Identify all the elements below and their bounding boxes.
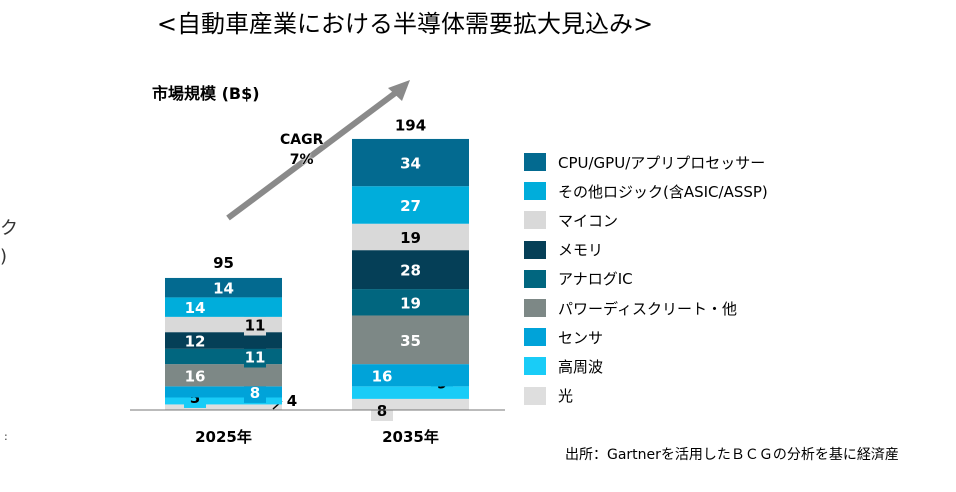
bar-segment bbox=[352, 364, 469, 387]
total-label: 194 bbox=[395, 116, 426, 134]
data-label: 5 bbox=[190, 389, 200, 407]
data-label-box bbox=[244, 382, 266, 403]
y-axis-label: 市場規模 (B$) bbox=[152, 84, 260, 103]
bar-segment bbox=[165, 386, 282, 398]
data-label: 16 bbox=[185, 367, 206, 385]
data-label: 12 bbox=[185, 333, 206, 351]
legend-label: CPU/GPU/アプリプロセッサー bbox=[558, 153, 766, 172]
bar-segment bbox=[352, 398, 469, 410]
bar-segment bbox=[165, 364, 282, 387]
data-label-box bbox=[244, 347, 266, 368]
legend-item: 高周波 bbox=[524, 356, 603, 376]
legend-label: センサ bbox=[558, 328, 604, 347]
legend-swatch bbox=[524, 182, 546, 201]
data-label-box bbox=[371, 401, 393, 421]
data-label: 27 bbox=[400, 197, 421, 215]
legend-label: マイコン bbox=[558, 211, 619, 230]
legend-label: 光 bbox=[558, 387, 574, 406]
legend-label: 高周波 bbox=[558, 357, 604, 376]
data-label: 34 bbox=[400, 155, 421, 173]
legend-swatch bbox=[524, 386, 546, 405]
total-label: 95 bbox=[213, 254, 234, 272]
data-label: 19 bbox=[400, 294, 421, 312]
cagr-value: 7% bbox=[289, 152, 314, 168]
data-label-box bbox=[244, 315, 266, 336]
data-label: 14 bbox=[213, 280, 234, 298]
data-label: 4 bbox=[287, 392, 297, 410]
legend-item: マイコン bbox=[524, 210, 618, 230]
x-tick-label: 2035年 bbox=[382, 428, 439, 446]
legend-label: パワーディスクリート・他 bbox=[558, 299, 737, 318]
legend-swatch bbox=[524, 357, 546, 376]
data-label: 19 bbox=[400, 229, 421, 247]
bar-segment bbox=[165, 332, 282, 349]
cagr-arrow-head-icon bbox=[388, 80, 410, 101]
legend-label: その他ロジック(含ASIC/ASSP) bbox=[558, 182, 768, 201]
legend-swatch bbox=[524, 211, 546, 230]
data-label: 28 bbox=[400, 262, 421, 280]
data-label: 8 bbox=[250, 384, 260, 402]
bar-segment bbox=[165, 404, 282, 410]
legend-swatch bbox=[524, 153, 546, 171]
data-label: 8 bbox=[377, 402, 387, 420]
legend-item: CPU/GPU/アプリプロセッサー bbox=[524, 152, 765, 172]
cut-off-text: ) bbox=[0, 246, 8, 267]
cut-off-text: : bbox=[4, 430, 8, 443]
cagr-label: CAGR bbox=[280, 132, 324, 148]
legend-label: メモリ bbox=[558, 241, 604, 260]
bar-segment bbox=[352, 315, 469, 365]
bar-segment bbox=[165, 397, 282, 405]
data-label: 11 bbox=[245, 348, 266, 366]
data-label: 16 bbox=[372, 367, 393, 385]
legend-item: アナログIC bbox=[524, 269, 633, 289]
legend-item: 光 bbox=[524, 386, 573, 406]
legend-item: パワーディスクリート・他 bbox=[524, 298, 737, 318]
cut-off-text: ク bbox=[0, 218, 18, 239]
legend-item: その他ロジック(含ASIC/ASSP) bbox=[524, 181, 768, 201]
slide-title: <自動車産業における半導体需要拡大見込み> bbox=[156, 10, 654, 38]
bar-segment bbox=[165, 297, 282, 317]
legend-swatch bbox=[524, 240, 546, 259]
bar-segment bbox=[352, 289, 469, 316]
cagr-arrow-shaft bbox=[226, 85, 404, 221]
bar-segment bbox=[165, 277, 282, 298]
legend-swatch bbox=[524, 328, 546, 347]
legend-item: メモリ bbox=[524, 240, 603, 260]
cagr-annotation: CAGR 7% bbox=[280, 130, 323, 170]
source-note: 出所：Gartnerを活用したＢＣＧの分析を基に経済産 bbox=[565, 447, 899, 463]
bar-segment bbox=[352, 223, 469, 251]
bar-segment bbox=[352, 250, 469, 290]
x-tick-label: 2025年 bbox=[195, 428, 252, 446]
legend-label: アナログIC bbox=[558, 270, 633, 289]
data-label: 11 bbox=[245, 317, 266, 335]
bar-segment bbox=[352, 186, 469, 224]
legend-item: センサ bbox=[524, 327, 603, 347]
bar-segment bbox=[352, 138, 469, 187]
legend-swatch bbox=[524, 269, 546, 288]
data-label: 14 bbox=[185, 299, 206, 317]
legend-swatch bbox=[524, 299, 546, 317]
data-label: 35 bbox=[400, 332, 421, 350]
